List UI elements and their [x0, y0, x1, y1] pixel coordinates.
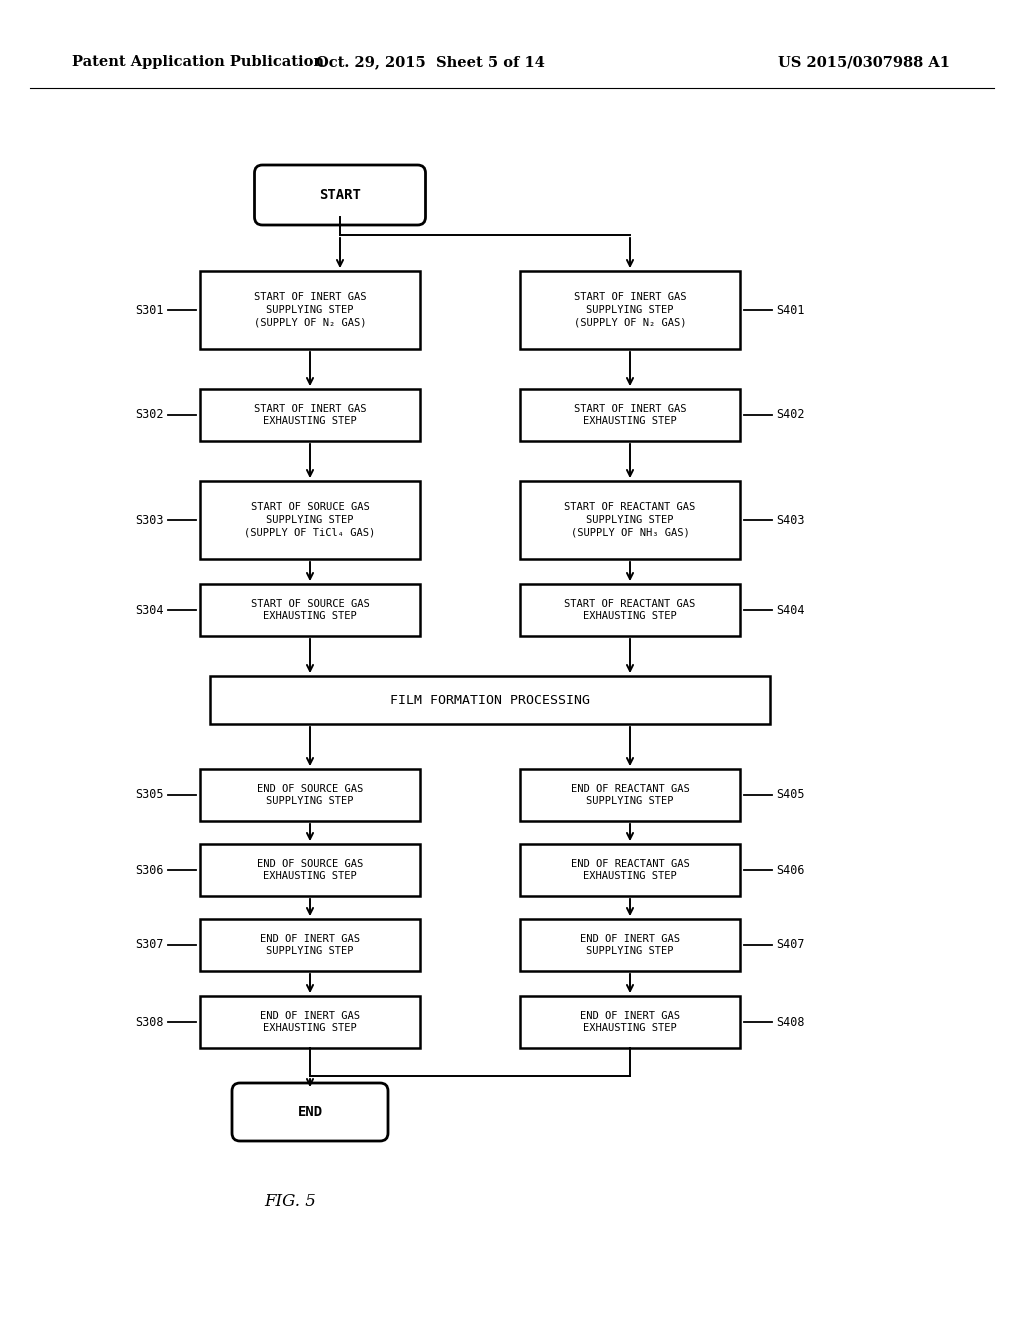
Text: START OF SOURCE GAS
EXHAUSTING STEP: START OF SOURCE GAS EXHAUSTING STEP [251, 598, 370, 622]
Text: S405: S405 [776, 788, 805, 801]
Text: S406: S406 [776, 863, 805, 876]
Text: FILM FORMATION PROCESSING: FILM FORMATION PROCESSING [390, 693, 590, 706]
Bar [200, 770, 420, 821]
Bar [520, 843, 740, 896]
Bar [200, 997, 420, 1048]
Text: START OF REACTANT GAS
SUPPLYING STEP
(SUPPLY OF NH₃ GAS): START OF REACTANT GAS SUPPLYING STEP (SU… [564, 502, 695, 537]
Bar [520, 389, 740, 441]
Text: START: START [319, 187, 360, 202]
Bar [210, 676, 770, 723]
Text: S306: S306 [135, 863, 164, 876]
Text: Oct. 29, 2015  Sheet 5 of 14: Oct. 29, 2015 Sheet 5 of 14 [315, 55, 545, 69]
Text: END OF INERT GAS
SUPPLYING STEP: END OF INERT GAS SUPPLYING STEP [260, 933, 360, 957]
Text: S401: S401 [776, 304, 805, 317]
Text: S308: S308 [135, 1015, 164, 1028]
Text: S305: S305 [135, 788, 164, 801]
FancyBboxPatch shape [255, 165, 426, 224]
Text: S403: S403 [776, 513, 805, 527]
Text: S303: S303 [135, 513, 164, 527]
Bar [200, 271, 420, 348]
Text: END OF INERT GAS
SUPPLYING STEP: END OF INERT GAS SUPPLYING STEP [580, 933, 680, 957]
Bar [520, 919, 740, 972]
Text: S407: S407 [776, 939, 805, 952]
Bar [520, 583, 740, 636]
Text: S408: S408 [776, 1015, 805, 1028]
Text: END OF SOURCE GAS
EXHAUSTING STEP: END OF SOURCE GAS EXHAUSTING STEP [257, 858, 364, 882]
Bar [200, 919, 420, 972]
Text: END OF REACTANT GAS
SUPPLYING STEP: END OF REACTANT GAS SUPPLYING STEP [570, 784, 689, 807]
Text: S301: S301 [135, 304, 164, 317]
Bar [200, 583, 420, 636]
Text: START OF INERT GAS
EXHAUSTING STEP: START OF INERT GAS EXHAUSTING STEP [573, 404, 686, 426]
Text: END: END [297, 1105, 323, 1119]
Text: END OF SOURCE GAS
SUPPLYING STEP: END OF SOURCE GAS SUPPLYING STEP [257, 784, 364, 807]
Text: S307: S307 [135, 939, 164, 952]
Text: END OF INERT GAS
EXHAUSTING STEP: END OF INERT GAS EXHAUSTING STEP [260, 1011, 360, 1034]
Text: S302: S302 [135, 408, 164, 421]
Bar [520, 997, 740, 1048]
Bar [200, 843, 420, 896]
Text: END OF REACTANT GAS
EXHAUSTING STEP: END OF REACTANT GAS EXHAUSTING STEP [570, 858, 689, 882]
Text: START OF INERT GAS
SUPPLYING STEP
(SUPPLY OF N₂ GAS): START OF INERT GAS SUPPLYING STEP (SUPPL… [573, 292, 686, 327]
Text: S402: S402 [776, 408, 805, 421]
Text: START OF INERT GAS
EXHAUSTING STEP: START OF INERT GAS EXHAUSTING STEP [254, 404, 367, 426]
Text: Patent Application Publication: Patent Application Publication [72, 55, 324, 69]
Text: S304: S304 [135, 603, 164, 616]
FancyBboxPatch shape [232, 1082, 388, 1140]
Bar [520, 770, 740, 821]
Text: S404: S404 [776, 603, 805, 616]
Text: START OF INERT GAS
SUPPLYING STEP
(SUPPLY OF N₂ GAS): START OF INERT GAS SUPPLYING STEP (SUPPL… [254, 292, 367, 327]
Bar [520, 480, 740, 558]
Text: US 2015/0307988 A1: US 2015/0307988 A1 [778, 55, 950, 69]
Text: END OF INERT GAS
EXHAUSTING STEP: END OF INERT GAS EXHAUSTING STEP [580, 1011, 680, 1034]
Bar [200, 389, 420, 441]
Bar [200, 480, 420, 558]
Text: FIG. 5: FIG. 5 [264, 1193, 316, 1210]
Text: START OF SORUCE GAS
SUPPLYING STEP
(SUPPLY OF TiCl₄ GAS): START OF SORUCE GAS SUPPLYING STEP (SUPP… [245, 502, 376, 537]
Text: START OF REACTANT GAS
EXHAUSTING STEP: START OF REACTANT GAS EXHAUSTING STEP [564, 598, 695, 622]
Bar [520, 271, 740, 348]
